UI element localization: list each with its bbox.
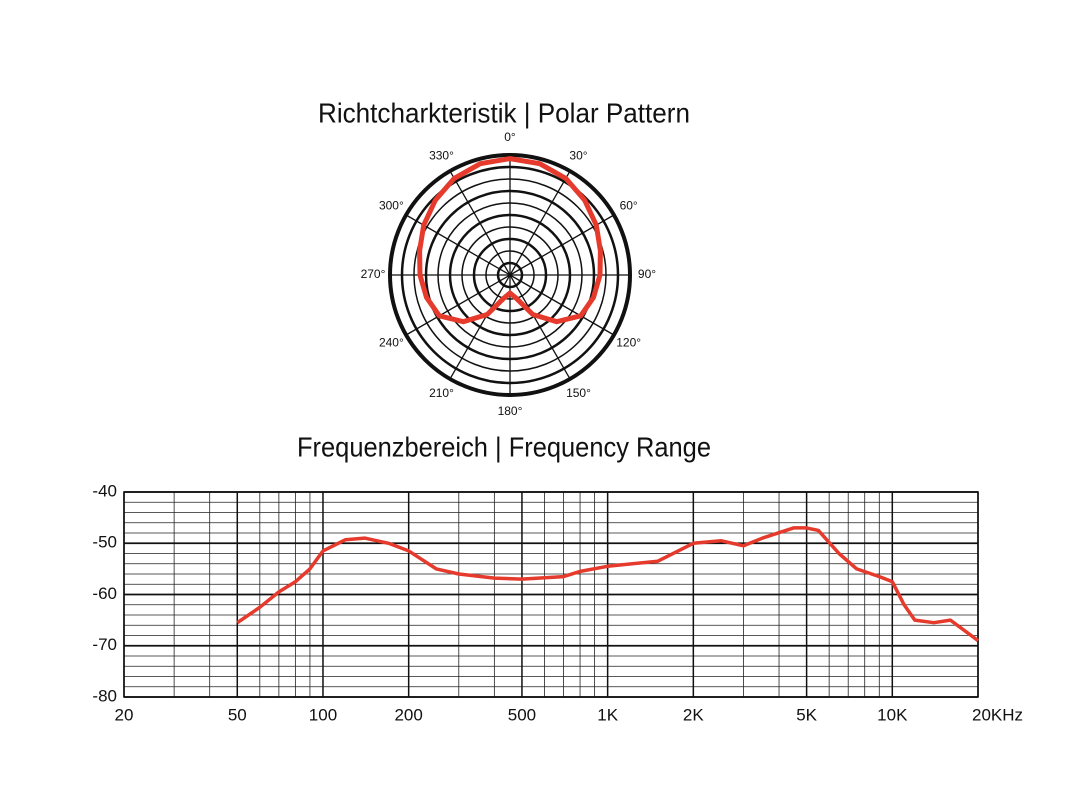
x-tick-label: 20KHz (972, 705, 1023, 724)
angle-label: 270° (361, 267, 386, 281)
angle-label: 210° (429, 386, 454, 400)
y-tick-label: -40 (92, 481, 117, 500)
angle-label: 180° (498, 404, 523, 418)
y-tick-label: -60 (92, 584, 117, 603)
polar-spoke (405, 274, 511, 336)
y-tick-label: -80 (92, 686, 117, 705)
angle-label: 90° (638, 267, 656, 281)
x-tick-label: 200 (394, 705, 422, 724)
polar-curve (417, 156, 603, 325)
x-tick-label: 20 (115, 705, 134, 724)
angle-label: 330° (429, 149, 454, 163)
y-tick-label: -50 (92, 533, 117, 552)
angle-label: 60° (620, 199, 638, 213)
polar-spoke (449, 170, 511, 276)
polar-spoke (509, 274, 571, 380)
x-tick-label: 500 (508, 705, 536, 724)
y-tick-label: -70 (92, 635, 117, 654)
x-tick-label: 2K (683, 705, 704, 724)
frequency-title: Frequenzbereich | Frequency Range (297, 431, 711, 462)
x-tick-label: 1K (597, 705, 618, 724)
polar-spoke (449, 274, 511, 380)
plot-frame (123, 491, 979, 698)
response-line (236, 526, 980, 643)
x-tick-label: 10K (877, 705, 908, 724)
angle-label: 300° (379, 199, 404, 213)
polar-title: Richtcharkteristik | Polar Pattern (318, 97, 690, 128)
polar-spoke (509, 170, 571, 276)
x-tick-label: 50 (228, 705, 247, 724)
angle-label: 30° (569, 149, 587, 163)
x-tick-label: 5K (796, 705, 817, 724)
angle-label: 240° (379, 336, 404, 350)
x-tick-label: 100 (309, 705, 337, 724)
angle-label: 120° (616, 336, 641, 350)
polar-spoke (509, 274, 615, 336)
angle-label: 0° (504, 130, 516, 144)
angle-label: 150° (566, 386, 591, 400)
